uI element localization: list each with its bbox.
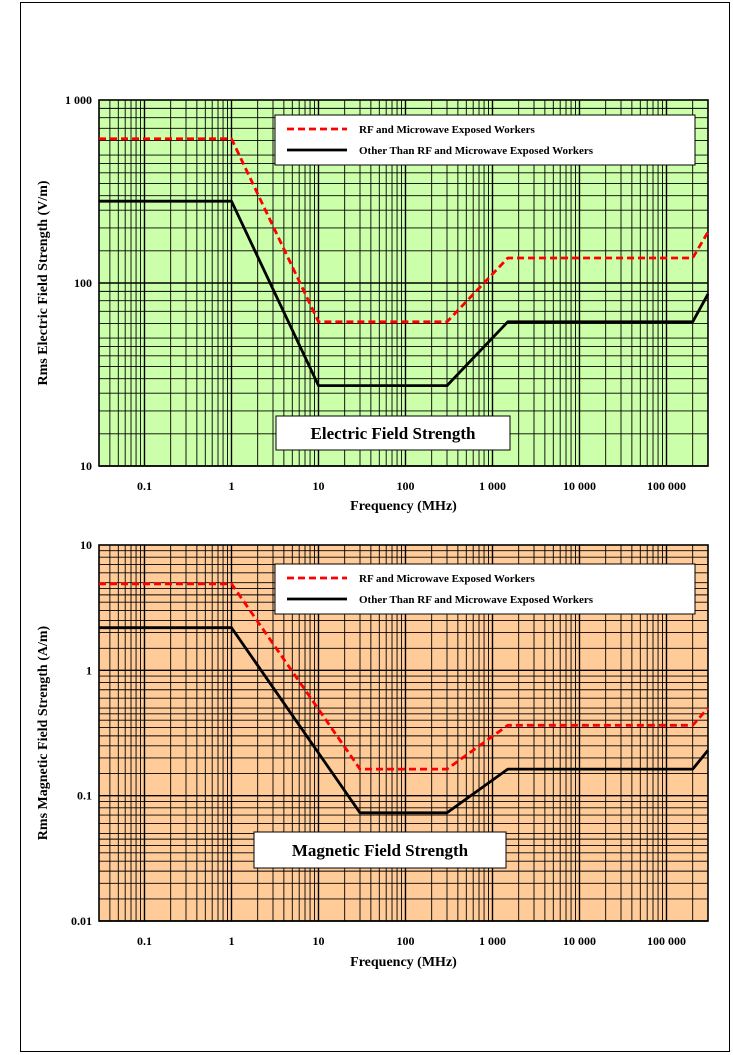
legend-label: Other Than RF and Microwave Exposed Work…: [359, 145, 594, 157]
chart-title-box: [275, 415, 511, 451]
chart-title: Electric Field Strength: [311, 424, 476, 443]
series-line-1: [99, 582, 710, 771]
x-tick-label: 100 000: [647, 479, 686, 493]
y-tick-label: 10: [80, 538, 92, 552]
plot-border: [98, 544, 709, 922]
chart-1: 0.1 1 10 100 1 000 10 000 100 000 10 100 1 000 Fre…: [36, 93, 710, 514]
y-tick-label: 10: [80, 459, 92, 473]
legend: RF and Microwave Exposed Workers Other Th…: [274, 114, 696, 166]
y-axis-label: Rms Magnetic Field Strength (A/m): [36, 625, 51, 840]
y-tick-label: 0.01: [71, 914, 92, 928]
x-tick-label: 1: [228, 479, 234, 493]
y-tick-label: 1 000: [65, 93, 92, 107]
y-axis-label: Rms Electric Field Strength (V/m): [36, 180, 51, 385]
legend: RF and Microwave Exposed Workers Other Th…: [274, 563, 696, 615]
x-tick-label: 0.1: [137, 479, 152, 493]
x-tick-label: 100: [396, 479, 414, 493]
legend-label: RF and Microwave Exposed Workers: [359, 124, 536, 136]
plot-border: [98, 99, 709, 467]
legend-label: RF and Microwave Exposed Workers: [359, 573, 536, 585]
legend-label: Other Than RF and Microwave Exposed Work…: [359, 594, 594, 606]
x-tick-label: 10: [312, 934, 324, 948]
x-tick-label: 1 000: [479, 934, 506, 948]
x-tick-label: 100: [396, 934, 414, 948]
x-tick-label: 10 000: [563, 934, 596, 948]
y-tick-label: 1: [86, 663, 92, 677]
series-line-1: [99, 137, 710, 324]
x-tick-label: 1: [228, 934, 234, 948]
chart-title: Magnetic Field Strength: [292, 841, 469, 860]
series-line-2: [99, 626, 710, 815]
y-tick-label: 0.1: [77, 789, 92, 803]
x-axis-label: Frequency (MHz): [350, 955, 457, 970]
chart-title-box: [253, 831, 507, 869]
x-tick-label: 100 000: [647, 934, 686, 948]
series-line-2: [99, 199, 710, 388]
chart-2: 0.1 1 10 100 1 000 10 000 100 000 0.01 0.1 1 10 Fre…: [36, 538, 710, 970]
x-tick-label: 1 000: [479, 479, 506, 493]
legend-box: [274, 563, 696, 615]
x-tick-label: 10: [312, 479, 324, 493]
x-tick-label: 10 000: [563, 479, 596, 493]
y-tick-label: 100: [74, 276, 92, 290]
x-tick-label: 0.1: [137, 934, 152, 948]
legend-box: [274, 114, 696, 166]
x-axis-label: Frequency (MHz): [350, 499, 457, 514]
